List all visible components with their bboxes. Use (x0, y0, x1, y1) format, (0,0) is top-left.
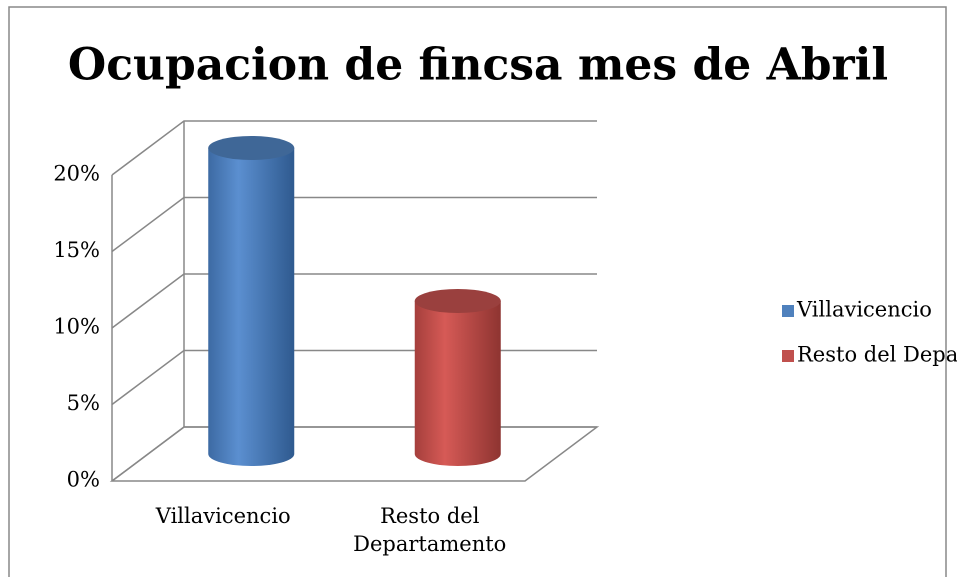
grid-line (111, 120, 597, 176)
chart-title: Ocupacion de fincsa mes de Abril (68, 40, 888, 91)
x-tick-label: Villavicencio (155, 504, 291, 528)
y-tick-label: 20% (53, 162, 100, 186)
frame (8, 6, 947, 581)
x-tick-label: Resto del Departamento (353, 504, 507, 556)
legend-label: Villavicencio (796, 298, 932, 322)
grid-line (111, 426, 597, 482)
bar-top (208, 136, 295, 160)
y-tick-label: 15% (53, 238, 100, 262)
legend-label: Resto del Departamento (797, 343, 957, 367)
y-tick-label: 10% (53, 315, 100, 339)
y-tick-label: 5% (67, 391, 100, 415)
grid-line (111, 196, 597, 253)
legend-marker (782, 350, 794, 362)
y-tick-label: 0% (67, 468, 100, 492)
bar (208, 148, 295, 467)
floor (109, 426, 600, 482)
bar-top (414, 289, 501, 313)
bar (414, 301, 501, 467)
grid-line (111, 273, 597, 329)
legend-marker (782, 305, 794, 317)
